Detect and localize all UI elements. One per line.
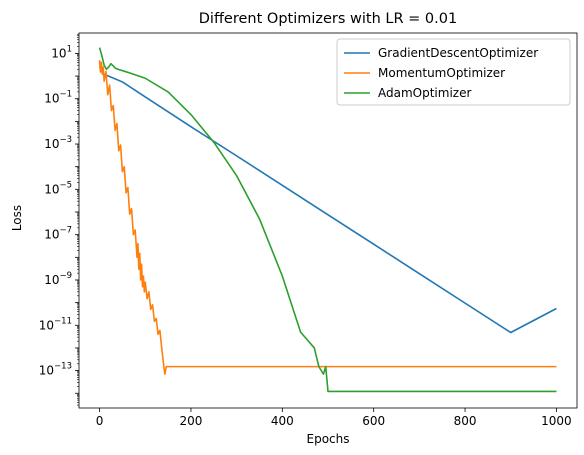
series-line-2 bbox=[98, 47, 557, 393]
series-line-1 bbox=[98, 60, 557, 375]
y-tick-label-exponent: −5 bbox=[59, 180, 72, 190]
y-tick-label-exponent: −7 bbox=[59, 226, 72, 236]
chart-title: Different Optimizers with LR = 0.01 bbox=[199, 11, 457, 27]
y-tick-label-base: 10 bbox=[44, 92, 59, 106]
x-tick-label-2: 400 bbox=[271, 414, 294, 428]
y-tick-label-base: 10 bbox=[44, 182, 59, 196]
series-layer bbox=[98, 47, 557, 393]
y-tick-label-exponent: −3 bbox=[59, 135, 72, 145]
y-tick-label-exponent: −9 bbox=[59, 271, 72, 281]
y-tick-label-2: 10−3 bbox=[44, 135, 72, 151]
x-tick-label-5: 1000 bbox=[541, 414, 572, 428]
x-ticks: 0 200 400 600 800 1000 bbox=[96, 408, 572, 428]
y-tick-label-6: 10−11 bbox=[39, 316, 72, 332]
x-tick-label-3: 600 bbox=[362, 414, 385, 428]
y-tick-label-exponent: 1 bbox=[67, 44, 72, 54]
legend: GradientDescentOptimizer MomentumOptimize… bbox=[336, 38, 571, 106]
x-tick-label-0: 0 bbox=[96, 414, 104, 428]
y-tick-label-base: 10 bbox=[51, 46, 66, 60]
legend-box bbox=[336, 38, 571, 106]
y-tick-label-base: 10 bbox=[44, 137, 59, 151]
y-tick-label-3: 10−5 bbox=[44, 180, 72, 196]
y-tick-label-4: 10−7 bbox=[44, 226, 72, 242]
legend-label-0: GradientDescentOptimizer bbox=[378, 46, 538, 60]
y-tick-label-0: 101 bbox=[51, 44, 72, 60]
y-tick-label-exponent: −11 bbox=[54, 316, 72, 326]
x-tick-label-1: 200 bbox=[179, 414, 202, 428]
y-tick-label-7: 10−13 bbox=[39, 362, 72, 378]
y-tick-label-exponent: −13 bbox=[54, 362, 72, 372]
series-line-0 bbox=[98, 66, 557, 334]
y-tick-label-base: 10 bbox=[39, 364, 54, 378]
y-tick-label-base: 10 bbox=[44, 273, 59, 287]
y-tick-label-5: 10−9 bbox=[44, 271, 72, 287]
x-tick-label-4: 800 bbox=[454, 414, 477, 428]
y-tick-label-exponent: −1 bbox=[59, 90, 72, 100]
y-tick-label-base: 10 bbox=[44, 228, 59, 242]
y-tick-label-1: 10−1 bbox=[44, 90, 72, 106]
legend-label-1: MomentumOptimizer bbox=[378, 66, 505, 80]
legend-label-2: AdamOptimizer bbox=[378, 86, 471, 100]
y-axis-title: Loss bbox=[10, 205, 24, 231]
x-axis-title: Epochs bbox=[307, 432, 350, 446]
plot-frame bbox=[78, 32, 578, 409]
y-tick-label-base: 10 bbox=[39, 318, 54, 332]
